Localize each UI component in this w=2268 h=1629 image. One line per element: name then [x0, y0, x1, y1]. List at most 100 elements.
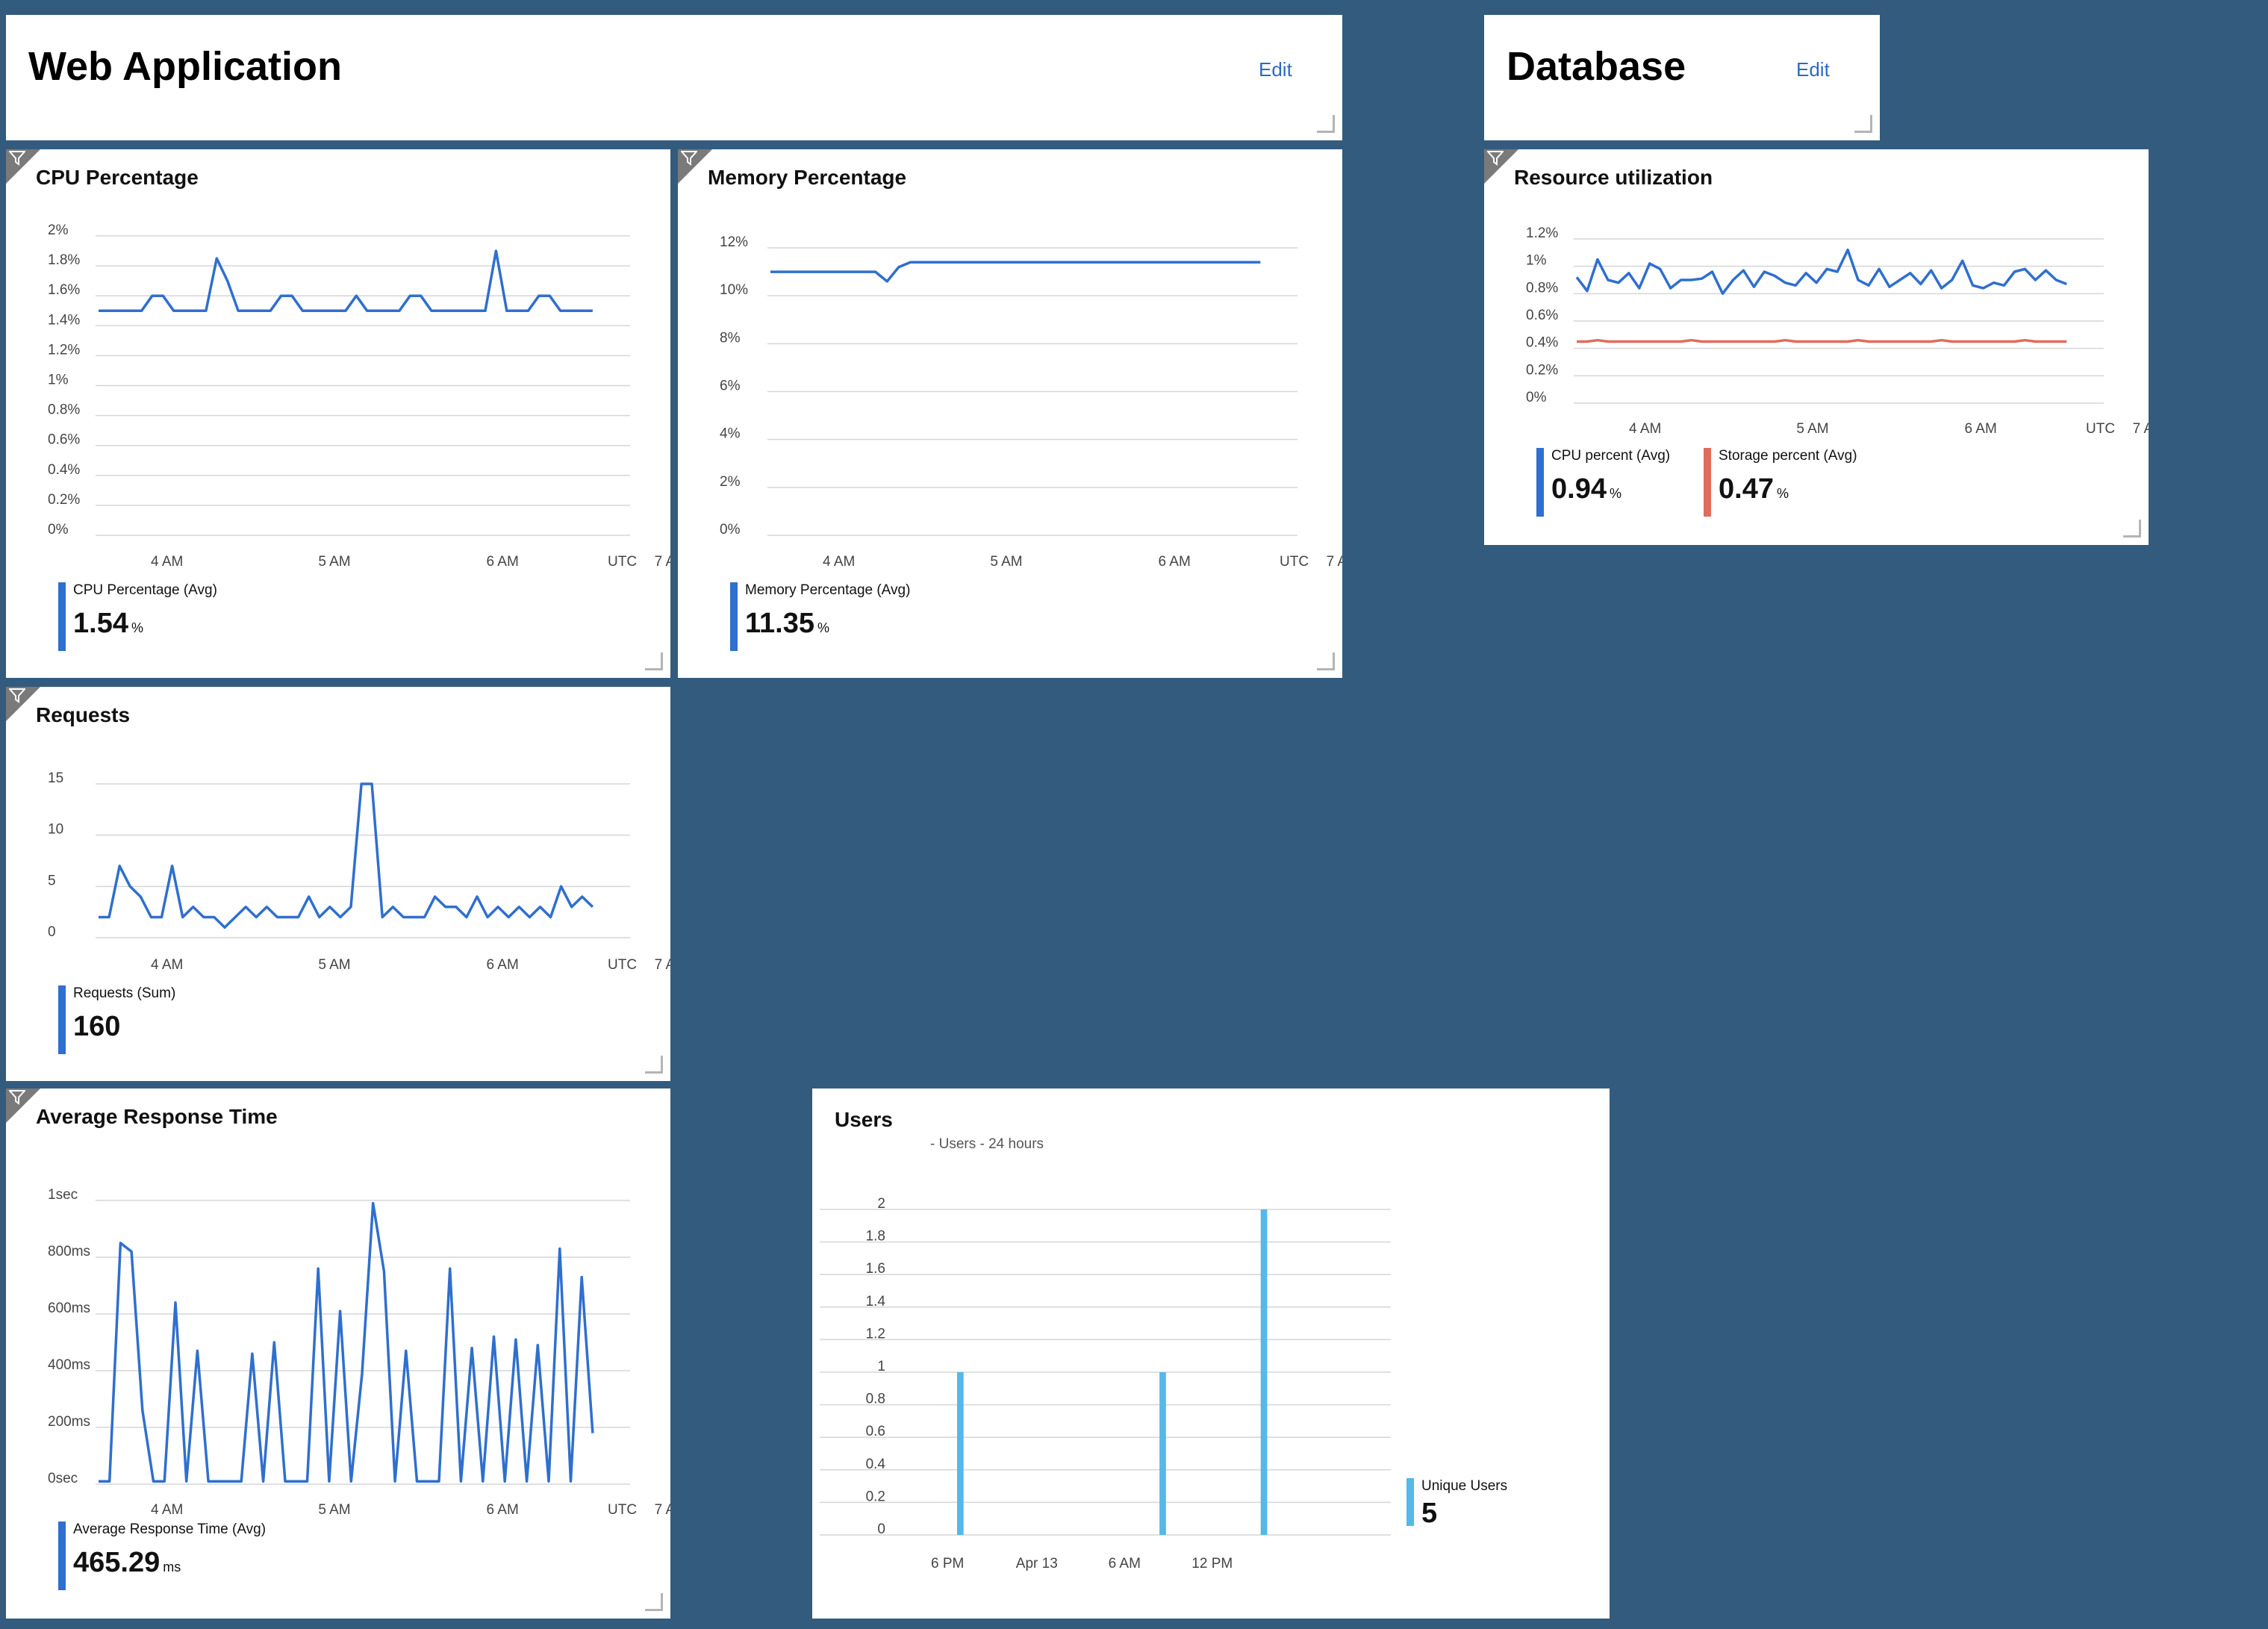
timezone-label: UTC	[608, 1502, 637, 1518]
average-response-time-tile[interactable]: Average Response Time 0sec 200ms 400ms 600m…	[6, 1088, 670, 1619]
filter-corner[interactable]	[6, 1088, 40, 1123]
database-header-tile: Database Edit	[1484, 15, 1880, 140]
filter-corner[interactable]	[1484, 149, 1518, 184]
filter-corner[interactable]	[678, 149, 712, 184]
tile-title: Memory Percentage	[708, 166, 907, 189]
filter-corner[interactable]	[6, 687, 40, 721]
y-tick-label: 0%	[1526, 390, 1547, 405]
y-tick-label: 6%	[720, 379, 741, 394]
y-tick-label: 0.6%	[48, 432, 80, 448]
y-tick-label: 0.2%	[48, 492, 80, 508]
memory-chart: 0% 2% 4% 6% 8% 10% 12% 4 AM 5 AM 6 AM 7 AM UTC	[720, 234, 1342, 570]
bar	[1260, 1209, 1268, 1535]
y-tick-label: 4%	[720, 426, 741, 442]
resize-handle[interactable]	[645, 1593, 663, 1611]
y-tick-label: 1.6	[866, 1261, 885, 1277]
legend-unit: %	[1609, 486, 1621, 501]
filter-icon[interactable]	[681, 151, 697, 166]
x-tick-label: 6 PM	[931, 1556, 964, 1572]
x-tick-label: 4 AM	[151, 957, 183, 973]
legend-color-bar	[1536, 448, 1544, 517]
web-app-title: Web Application	[28, 44, 343, 89]
legend-color-bar	[58, 1521, 66, 1590]
cpu-percentage-tile[interactable]: CPU Percentage 0% 0.2% 0.4% 0.6% 0.8% 1% 1.2% 1…	[6, 149, 670, 678]
y-tick-label: 200ms	[48, 1414, 90, 1430]
y-tick-label: 0.8%	[1526, 280, 1558, 296]
y-tick-label: 0.4%	[48, 462, 80, 478]
y-tick-label: 2%	[720, 474, 741, 490]
legend-unit: ms	[163, 1560, 181, 1575]
y-tick-label: 0.4%	[1526, 335, 1558, 351]
y-tick-label: 1sec	[48, 1187, 78, 1203]
web-app-header-tile: Web Application Edit	[6, 15, 1342, 140]
y-tick-label: 0.4	[866, 1457, 886, 1472]
x-tick-label: 4 AM	[1629, 421, 1661, 437]
legend-item[interactable]: Unique Users 5	[1406, 1478, 1507, 1530]
x-tick-label: 6 AM	[486, 957, 518, 973]
y-tick-label: 1.2%	[1526, 225, 1558, 241]
legend-color-bar	[58, 985, 66, 1054]
timezone-label: UTC	[608, 957, 637, 973]
database-edit-link[interactable]: Edit	[1796, 58, 1830, 81]
x-tick-label: 12 PM	[1191, 1556, 1233, 1572]
filter-icon[interactable]	[9, 1090, 25, 1105]
filter-corner[interactable]	[6, 149, 40, 184]
resize-handle[interactable]	[1317, 115, 1335, 133]
legend-label: Average Response Time (Avg)	[73, 1521, 267, 1537]
legend-item-cpu[interactable]: CPU percent (Avg) 0.94%	[1536, 448, 1670, 517]
y-tick-label: 0	[48, 924, 56, 940]
y-tick-label: 5	[48, 873, 56, 888]
legend-item[interactable]: CPU Percentage (Avg) 1.54%	[58, 582, 217, 651]
resize-handle[interactable]	[645, 1056, 663, 1074]
resize-handle[interactable]	[1854, 115, 1872, 133]
y-tick-label: 8%	[720, 330, 741, 346]
legend-value: 0.94%	[1551, 473, 1621, 505]
x-tick-label: 4 AM	[151, 1502, 183, 1518]
legend-item-storage[interactable]: Storage percent (Avg) 0.47%	[1704, 448, 1857, 517]
y-tick-label: 0.8%	[48, 402, 80, 418]
y-tick-label: 15	[48, 770, 63, 786]
tile-title: Requests	[36, 703, 131, 726]
legend-item[interactable]: Memory Percentage (Avg) 11.35%	[730, 582, 911, 651]
memory-percentage-tile[interactable]: Memory Percentage 0% 2% 4% 6% 8% 10% 12% 4 AM 5 …	[678, 149, 1342, 678]
legend-label: Memory Percentage (Avg)	[745, 582, 911, 598]
filter-icon[interactable]	[9, 688, 25, 703]
y-tick-label: 10	[48, 822, 63, 838]
tile-title: Average Response Time	[36, 1105, 278, 1128]
legend-unit: %	[131, 620, 143, 635]
response-chart: 0sec 200ms 400ms 600ms 800ms 1sec 4 AM 5 AM 6 AM…	[48, 1187, 670, 1518]
requests-tile[interactable]: Requests 0 5 10 15 4 AM 5 AM 6 AM 7 AM UTC Reque…	[6, 687, 670, 1081]
filter-icon[interactable]	[1487, 151, 1504, 166]
y-tick-label: 400ms	[48, 1357, 90, 1373]
users-tile[interactable]: Users - Users - 24 hours 0 0.2 0.4 0.6 0.8 1 1…	[812, 1088, 1610, 1619]
timezone-label: UTC	[1280, 554, 1309, 570]
resize-handle[interactable]	[2123, 520, 2141, 538]
web-app-edit-link[interactable]: Edit	[1259, 58, 1292, 81]
requests-chart: 0 5 10 15 4 AM 5 AM 6 AM 7 AM UTC	[48, 770, 670, 973]
x-tick-label: 7 AM	[1327, 554, 1342, 570]
series-line	[99, 1202, 594, 1483]
legend-color-bar	[1704, 448, 1711, 517]
legend-color-bar	[58, 582, 66, 651]
legend-item[interactable]: Average Response Time (Avg) 465.29 ms	[58, 1521, 267, 1590]
bar	[956, 1372, 964, 1535]
y-tick-label: 1.2%	[48, 342, 80, 358]
x-tick-label: 6 AM	[1109, 1556, 1141, 1572]
legend-value: 160	[73, 1011, 121, 1042]
legend-color-bar	[730, 582, 738, 651]
tile-title: Resource utilization	[1514, 166, 1713, 189]
resource-utilization-tile[interactable]: Resource utilization 0% 0.2% 0.4% 0.6% 0.8% 1…	[1484, 149, 2149, 545]
y-tick-label: 1	[877, 1359, 885, 1374]
resize-handle[interactable]	[645, 652, 663, 670]
y-tick-label: 12%	[720, 234, 748, 250]
legend-item[interactable]: Requests (Sum) 160	[58, 985, 175, 1054]
y-tick-label: 0sec	[48, 1471, 78, 1486]
y-tick-label: 0%	[720, 522, 741, 538]
tile-title: CPU Percentage	[36, 166, 199, 189]
cpu-chart: 0% 0.2% 0.4% 0.6% 0.8% 1% 1.2% 1.4% 1.6% 1.8% 2% 4 …	[48, 222, 670, 570]
resize-handle[interactable]	[1317, 652, 1335, 670]
legend-color-bar	[1406, 1478, 1414, 1526]
x-tick-label: 4 AM	[151, 554, 183, 570]
filter-icon[interactable]	[9, 151, 25, 166]
x-tick-label: 5 AM	[318, 554, 350, 570]
